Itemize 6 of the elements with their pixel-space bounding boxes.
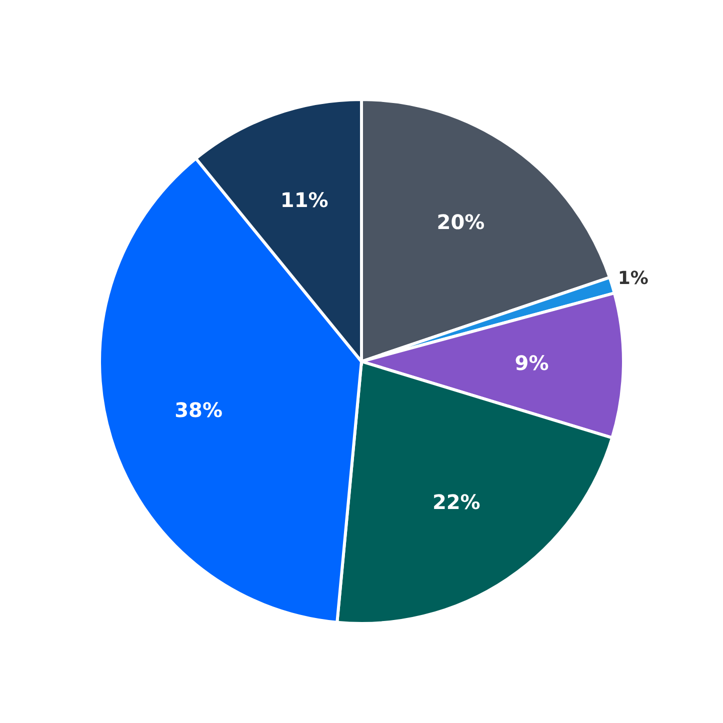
data-label: 38% [174,398,223,422]
data-label: 20% [436,210,485,234]
data-label: 11% [280,188,328,212]
data-label: 9% [514,351,549,376]
data-label: 22% [432,490,480,514]
data-label: 1% [618,268,648,289]
